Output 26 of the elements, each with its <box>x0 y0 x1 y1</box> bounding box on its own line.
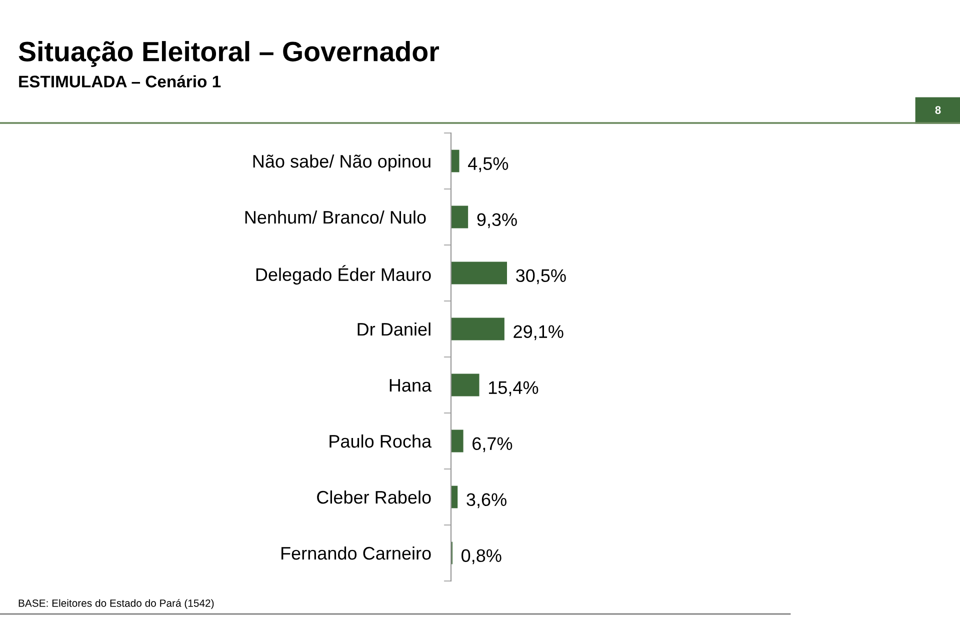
text: BASE: Eleitores do Estado do Pará (1542) <box>18 599 214 609</box>
data-label: 30,5% <box>516 269 566 284</box>
y-tick-label: Cleber Rabelo <box>317 490 431 504</box>
data-label: 9,3% <box>477 213 517 228</box>
bar <box>451 206 468 228</box>
bar <box>451 150 460 172</box>
bar <box>451 262 507 284</box>
data-label: 15,4% <box>488 381 538 396</box>
bar <box>451 318 504 340</box>
data-label: 4,5% <box>468 157 508 172</box>
y-tick-label: Hana <box>390 379 432 392</box>
data-label: 29,1% <box>514 325 564 340</box>
data-label: 6,7% <box>472 437 512 452</box>
text: ESTIMULADA – Cenário 1 <box>19 75 221 88</box>
y-tick-label: Paulo Rocha <box>330 434 432 448</box>
chart-title: Situação Eleitoral – Governador <box>18 41 440 67</box>
data-label: 0,8% <box>462 549 502 564</box>
y-tick-label: Delegado Éder Mauro <box>256 265 431 285</box>
y-tick-label: Fernando Carneiro <box>282 546 431 560</box>
bar <box>451 374 480 396</box>
y-tick-label: Não sabe/ Não opinou <box>253 154 430 172</box>
text: 8 <box>935 106 941 114</box>
bar <box>451 430 464 452</box>
data-label: 3,6% <box>466 493 506 508</box>
y-tick-label: Nenhum/ Branco/ Nulo <box>245 210 426 224</box>
y-tick-label: Dr Daniel <box>358 322 430 336</box>
